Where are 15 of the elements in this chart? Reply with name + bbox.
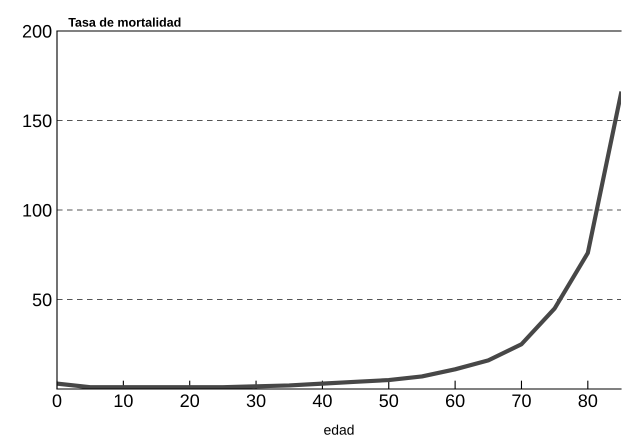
x-tick-label: 30 [246,394,266,408]
y-axis-title: Tasa de mortalidad [68,18,180,27]
y-tick-label: 50 [32,293,52,306]
x-tick-label: 70 [512,394,531,408]
x-axis-title: edad [324,424,354,435]
x-tick-label: 60 [446,394,464,408]
x-tick-label: 50 [379,394,398,408]
x-tick-label: 80 [578,394,598,408]
x-tick-label: 10 [114,394,133,408]
y-tick-label: 100 [23,204,52,217]
y-tick-label: 200 [22,24,52,38]
x-tick-label: 40 [312,394,332,408]
y-tick-label: 150 [23,114,52,128]
x-tick-label: 0 [52,394,62,408]
x-tick-label: 20 [180,394,200,408]
